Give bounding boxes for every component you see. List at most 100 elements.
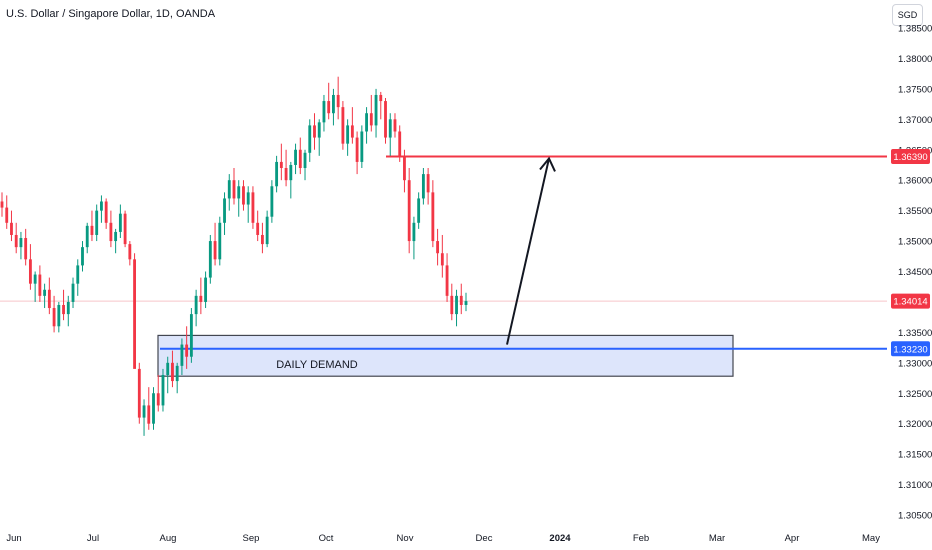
price-tick-label: 1.35500 — [898, 206, 932, 217]
candle-body — [341, 107, 345, 144]
candle-body — [90, 225, 94, 235]
candle-body — [289, 164, 293, 181]
candle-body — [275, 161, 279, 187]
candle-body — [123, 213, 127, 245]
candle-body — [194, 295, 198, 315]
candle-body — [336, 94, 340, 108]
candle-body — [450, 295, 454, 315]
candle-body — [81, 247, 84, 266]
candle-body — [66, 301, 70, 315]
candle-body — [374, 94, 378, 126]
price-tick-label: 1.33500 — [898, 328, 932, 339]
candle-body — [412, 222, 416, 242]
candle-body — [227, 180, 231, 199]
time-tick-label: Aug — [160, 533, 177, 544]
candle-body — [199, 295, 203, 302]
candle-body — [260, 234, 264, 245]
time-tick-label: Sep — [243, 533, 260, 544]
price-badge-label: 1.33230 — [893, 344, 927, 355]
candle-body — [360, 131, 364, 162]
price-tick-label: 1.32500 — [898, 389, 932, 400]
candle-body — [242, 186, 245, 205]
candle-body — [346, 125, 350, 144]
candle-body — [218, 222, 222, 260]
candle-body — [256, 222, 260, 235]
candle-body — [38, 274, 42, 296]
candle-body — [246, 192, 250, 205]
candle-body — [109, 222, 113, 242]
price-tick-label: 1.34500 — [898, 267, 932, 278]
demand-zone-rect — [157, 334, 734, 377]
time-tick-label: May — [862, 533, 880, 544]
candle-body — [294, 149, 297, 165]
price-tick-label: 1.32000 — [898, 419, 932, 430]
candle-body — [403, 155, 406, 181]
candle-body — [431, 192, 435, 242]
candle-body — [317, 122, 321, 138]
candle-body — [28, 259, 32, 284]
candle-body — [10, 222, 13, 235]
candle-body — [147, 405, 151, 424]
candle-body — [85, 225, 89, 248]
candle-body — [237, 186, 241, 199]
candle-body — [152, 393, 155, 424]
candle-body — [355, 137, 359, 162]
candle-body — [270, 186, 274, 217]
candle-body — [421, 174, 425, 199]
candle-body — [0, 201, 4, 208]
price-badge-label: 1.36390 — [893, 152, 927, 163]
price-axis: 1.30500 1.31000 1.31500 1.32000 1.32500 1.330… — [898, 24, 932, 522]
price-badge — [891, 341, 930, 357]
candle-body — [156, 393, 160, 406]
candle-body — [95, 210, 99, 235]
candle-body — [180, 344, 184, 366]
candle-body — [118, 213, 122, 232]
candle-body — [104, 201, 108, 223]
candle-body — [14, 234, 18, 248]
target-arrow-head — [539, 156, 556, 172]
price-tick-label: 1.31500 — [898, 450, 932, 461]
time-tick-label: 2024 — [549, 533, 571, 544]
currency-selector-button[interactable]: SGD — [892, 4, 923, 26]
candle-body — [62, 304, 65, 315]
candle-body — [76, 265, 80, 284]
candle-body — [350, 125, 354, 138]
candle-body — [133, 259, 136, 369]
levels-layer — [0, 155, 887, 350]
price-tick-label: 1.38000 — [898, 54, 932, 65]
target-arrow-line — [506, 158, 550, 345]
candle-body — [279, 161, 283, 169]
candle-body — [204, 277, 208, 302]
arrow-layer — [506, 156, 556, 345]
candle-body — [407, 180, 411, 242]
candle-body — [166, 362, 170, 375]
price-badge-label: 1.34014 — [893, 297, 927, 308]
candle-body — [417, 198, 421, 223]
candle-body — [426, 174, 430, 193]
candle-body — [388, 119, 392, 138]
candle-body — [47, 289, 51, 309]
candles-layer — [0, 76, 468, 436]
candle-body — [208, 241, 212, 278]
candle-body — [128, 244, 132, 260]
candle-body — [175, 365, 179, 382]
candle-body — [24, 238, 28, 260]
price-badges: 1.36390 1.34014 1.33230 — [891, 148, 930, 357]
demand-zone-label: DAILY DEMAND — [276, 359, 358, 371]
candle-body — [436, 241, 440, 254]
candle-body — [393, 119, 397, 132]
time-axis: Jun Jul Aug Sep Oct Nov Dec 2024 Feb Mar Apr May — [6, 533, 880, 544]
candle-body — [5, 207, 9, 223]
price-badge — [891, 293, 930, 309]
candle-body — [142, 405, 146, 418]
price-badge — [891, 148, 930, 164]
time-tick-label: Nov — [397, 533, 414, 544]
price-tick-label: 1.33000 — [898, 358, 932, 369]
candle-body — [71, 283, 75, 302]
time-tick-label: Mar — [709, 533, 725, 544]
candle-body — [265, 216, 269, 245]
candle-body — [161, 374, 165, 406]
price-tick-label: 1.36000 — [898, 176, 932, 187]
time-tick-label: Apr — [785, 533, 800, 544]
